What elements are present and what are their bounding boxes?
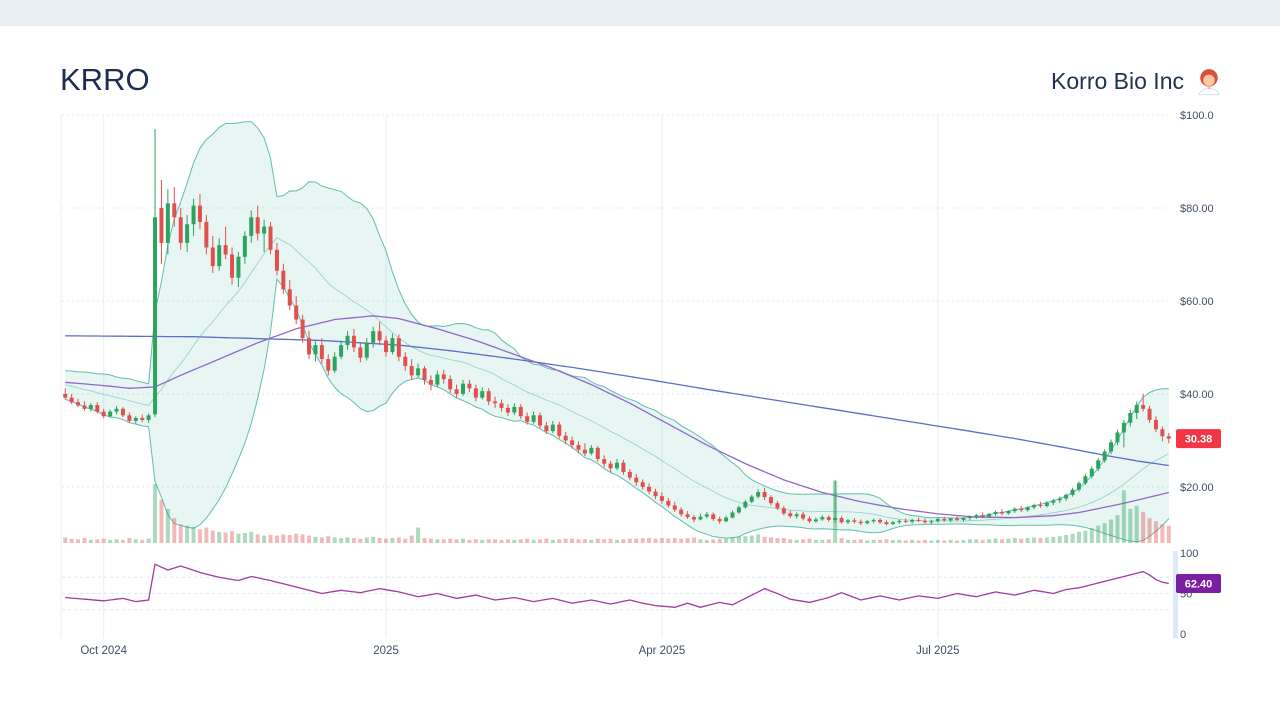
svg-text:0: 0 — [1180, 629, 1186, 641]
rsi-line — [65, 563, 1169, 608]
ma-mid-line — [65, 315, 1169, 519]
ma-long-line — [65, 335, 1169, 467]
bollinger-middle-line — [65, 237, 1169, 522]
svg-text:30.38: 30.38 — [1185, 434, 1213, 446]
svg-text:$60.00: $60.00 — [1180, 296, 1214, 308]
svg-text:62.40: 62.40 — [1185, 578, 1213, 590]
svg-text:$100.0: $100.0 — [1180, 110, 1214, 122]
svg-text:Apr 2025: Apr 2025 — [639, 645, 686, 657]
window-top-strip — [0, 0, 1280, 26]
candles-layer — [63, 128, 1171, 526]
svg-text:$40.00: $40.00 — [1180, 389, 1214, 401]
ticker-symbol: KRRO — [60, 62, 150, 97]
company-name: Korro Bio Inc — [1051, 67, 1184, 94]
volume-bars — [63, 481, 1171, 543]
bollinger-lower-line — [65, 277, 1170, 543]
svg-text:2025: 2025 — [373, 645, 399, 657]
svg-text:Jul 2025: Jul 2025 — [916, 645, 959, 657]
svg-text:$80.00: $80.00 — [1180, 203, 1214, 215]
svg-text:Oct 2024: Oct 2024 — [80, 645, 127, 657]
company-name-row: Korro Bio Inc — [1051, 66, 1224, 96]
last-price-badge: 30.38 — [1176, 429, 1221, 449]
grid-lines — [60, 114, 1178, 638]
rsi-value-badge: 62.40 — [1176, 573, 1221, 593]
bollinger-upper-line — [65, 121, 1169, 519]
svg-text:$20.00: $20.00 — [1180, 482, 1214, 494]
time-axis-labels: Oct 2024 2025 Apr 2025 Jul 2025 — [80, 645, 959, 657]
bollinger-band-fill — [65, 121, 1169, 542]
person-avatar-icon — [1198, 69, 1220, 96]
svg-text:100: 100 — [1180, 548, 1198, 560]
